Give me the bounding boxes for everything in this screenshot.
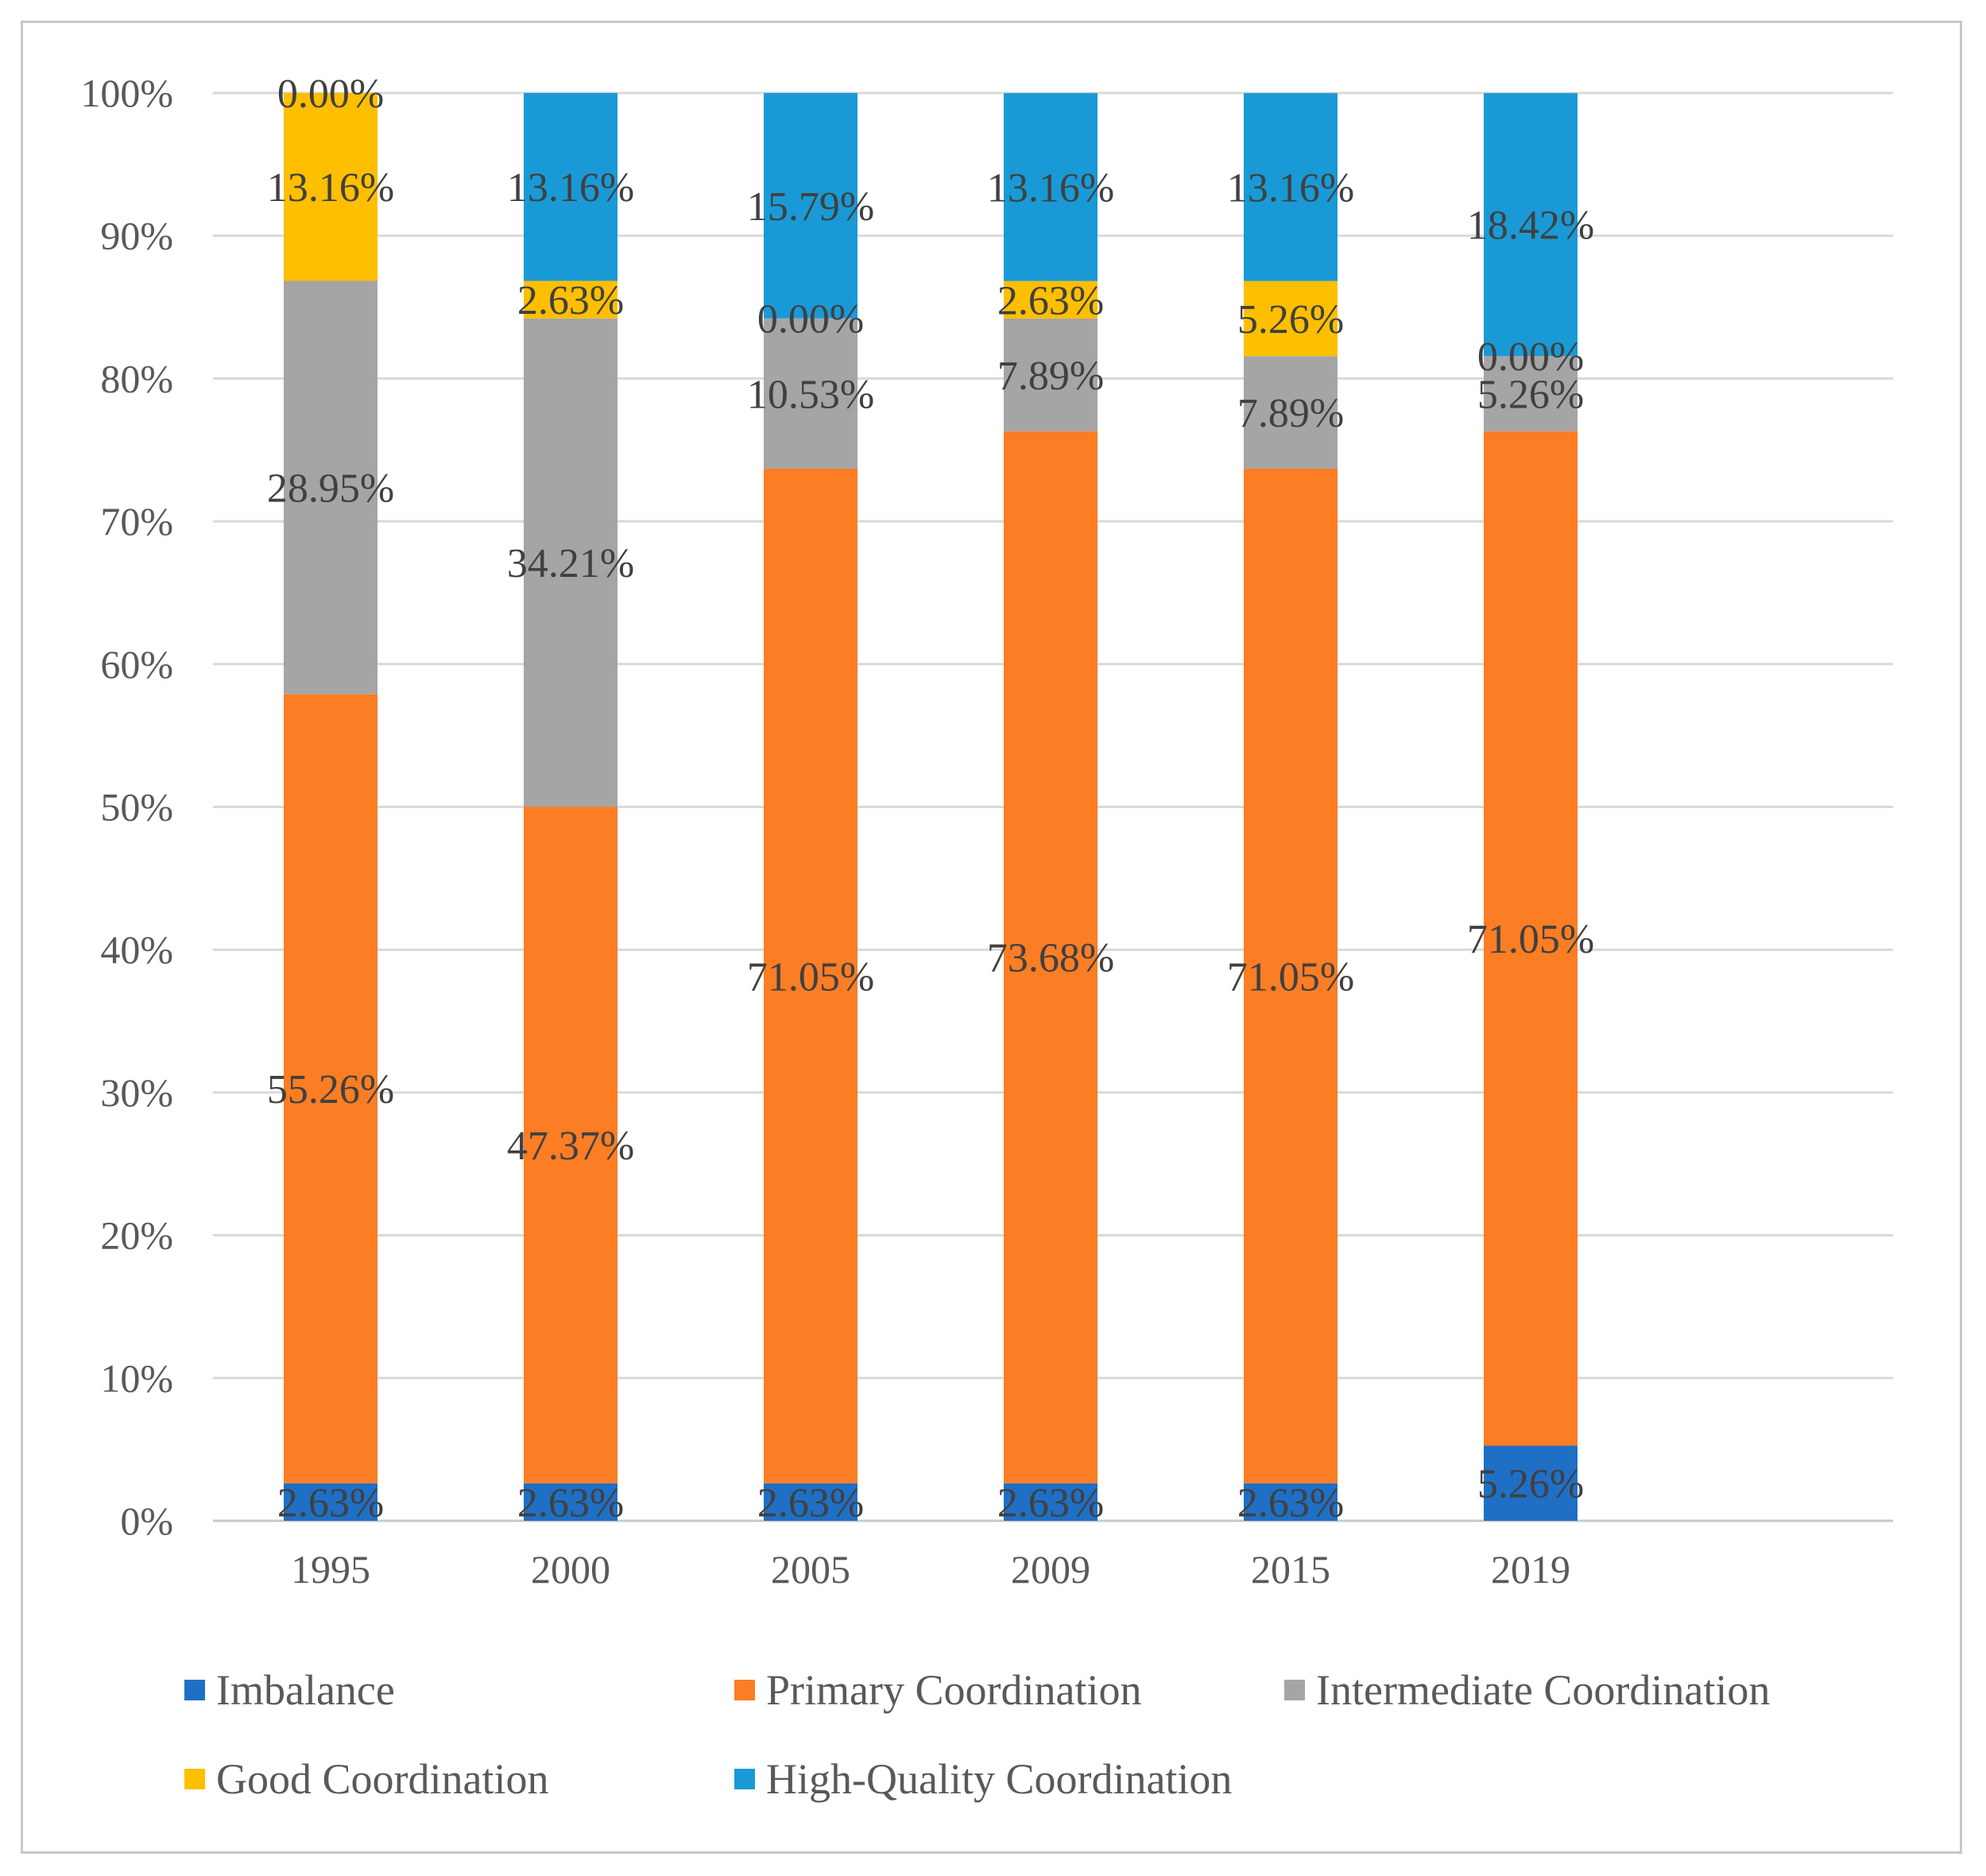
data-label: 0.00% bbox=[757, 297, 864, 342]
legend-item-high-quality-coordination: High-Quality Coordination bbox=[734, 1754, 1232, 1804]
data-label: 7.89% bbox=[997, 354, 1104, 399]
data-label: 71.05% bbox=[747, 954, 874, 1000]
y-tick-label: 40% bbox=[100, 927, 173, 972]
bar-segment-high-quality-coordination-2000 bbox=[524, 93, 617, 281]
x-tick-label: 1995 bbox=[291, 1547, 370, 1592]
y-tick-label: 0% bbox=[120, 1499, 173, 1543]
legend-swatch bbox=[184, 1769, 205, 1789]
data-label: 0.00% bbox=[1477, 335, 1584, 380]
bar-segment-imbalance-2005 bbox=[764, 1483, 858, 1521]
x-tick-label: 2019 bbox=[1491, 1547, 1570, 1592]
bar-segment-high-quality-coordination-2005 bbox=[764, 93, 858, 319]
data-label: 47.37% bbox=[507, 1124, 634, 1169]
legend-swatch bbox=[734, 1769, 755, 1789]
y-tick-label: 90% bbox=[100, 214, 173, 258]
bar-segment-imbalance-2015 bbox=[1244, 1483, 1338, 1521]
y-tick-label: 100% bbox=[80, 71, 173, 115]
bar-segment-high-quality-coordination-2019 bbox=[1484, 93, 1578, 357]
bar-segment-good-coordination-2009 bbox=[1004, 280, 1098, 319]
x-tick-label: 2005 bbox=[771, 1547, 850, 1592]
y-tick-label: 30% bbox=[100, 1070, 173, 1115]
bar-segment-intermediate-coordination-2019 bbox=[1484, 356, 1578, 431]
data-label: 15.79% bbox=[747, 184, 874, 230]
bars bbox=[284, 93, 1578, 1521]
data-label: 2.63% bbox=[997, 278, 1104, 323]
legend-label: High-Quality Coordination bbox=[766, 1755, 1233, 1803]
y-tick-label: 60% bbox=[100, 642, 173, 687]
bar-segment-primary-coordination-2005 bbox=[764, 468, 858, 1483]
bar-segment-imbalance-2009 bbox=[1004, 1483, 1098, 1521]
data-label: 0.00% bbox=[277, 72, 384, 117]
bar-segment-primary-coordination-2009 bbox=[1004, 431, 1098, 1483]
bar-segment-imbalance-1995 bbox=[284, 1483, 377, 1521]
data-label: 2.63% bbox=[1237, 1480, 1344, 1526]
legend-item-intermediate-coordination: Intermediate Coordination bbox=[1284, 1665, 1770, 1715]
x-tick-label: 2009 bbox=[1011, 1547, 1090, 1592]
bar-segment-intermediate-coordination-2000 bbox=[524, 318, 617, 807]
data-label: 7.89% bbox=[1237, 391, 1344, 436]
legend-item-good-coordination: Good Coordination bbox=[184, 1754, 548, 1804]
bar-segment-good-coordination-2000 bbox=[524, 280, 617, 319]
legend-swatch bbox=[734, 1680, 755, 1700]
bar-segment-good-coordination-2015 bbox=[1244, 280, 1338, 357]
y-tick-label: 70% bbox=[100, 499, 173, 543]
data-label: 2.63% bbox=[517, 278, 624, 323]
data-label: 2.63% bbox=[997, 1480, 1104, 1526]
data-label: 2.63% bbox=[277, 1480, 384, 1526]
y-tick-label: 50% bbox=[100, 785, 173, 830]
x-tick-label: 2000 bbox=[531, 1547, 610, 1592]
data-label: 5.26% bbox=[1237, 297, 1344, 342]
y-axis: 0% 10% 20% 30% 40% 50% 60% 70% 80% 90% 100% bbox=[80, 71, 173, 1543]
bar-segment-high-quality-coordination-2015 bbox=[1244, 93, 1338, 281]
data-label: 73.68% bbox=[987, 936, 1114, 981]
bar-segment-imbalance-2019 bbox=[1484, 1445, 1578, 1521]
bar-segment-primary-coordination-2000 bbox=[524, 806, 617, 1483]
data-label: 13.16% bbox=[1227, 165, 1354, 211]
data-label: 5.26% bbox=[1477, 1462, 1584, 1507]
data-label: 13.16% bbox=[507, 165, 634, 211]
legend-swatch bbox=[184, 1680, 205, 1700]
legend-item-primary-coordination: Primary Coordination bbox=[734, 1665, 1141, 1715]
bar-segment-primary-coordination-2019 bbox=[1484, 431, 1578, 1446]
data-label: 28.95% bbox=[267, 466, 394, 512]
bar-segment-primary-coordination-2015 bbox=[1244, 468, 1338, 1483]
legend-swatch bbox=[1284, 1680, 1305, 1700]
y-tick-label: 10% bbox=[100, 1356, 173, 1400]
x-tick-label: 2015 bbox=[1251, 1547, 1330, 1592]
data-label: 5.26% bbox=[1477, 372, 1584, 417]
bar-segment-high-quality-coordination-2009 bbox=[1004, 93, 1098, 281]
data-label: 13.16% bbox=[987, 165, 1114, 211]
x-axis: 1995 2000 2005 2009 2015 2019 bbox=[291, 1547, 1570, 1592]
data-label: 18.42% bbox=[1467, 203, 1594, 249]
y-tick-label: 80% bbox=[100, 356, 173, 400]
legend-label: Intermediate Coordination bbox=[1316, 1666, 1771, 1714]
data-label: 55.26% bbox=[267, 1067, 394, 1112]
data-label: 10.53% bbox=[747, 372, 874, 417]
data-label: 13.16% bbox=[267, 165, 394, 211]
legend-item-imbalance: Imbalance bbox=[184, 1665, 395, 1715]
bar-segment-good-coordination-1995 bbox=[284, 93, 377, 281]
legend-label: Primary Coordination bbox=[766, 1666, 1142, 1714]
legend-label: Imbalance bbox=[216, 1666, 395, 1714]
data-label: 71.05% bbox=[1467, 917, 1594, 962]
bar-segment-intermediate-coordination-2005 bbox=[764, 318, 858, 469]
data-labels: 2.63% 55.26% 28.95% 13.16% 0.00% 2.63% 47.37% 3… bbox=[267, 72, 1594, 1526]
bar-segment-imbalance-2000 bbox=[524, 1483, 617, 1521]
bar-segment-intermediate-coordination-2009 bbox=[1004, 318, 1098, 431]
bar-segment-intermediate-coordination-1995 bbox=[284, 280, 377, 694]
data-label: 2.63% bbox=[517, 1480, 624, 1526]
data-label: 2.63% bbox=[757, 1480, 864, 1526]
y-tick-label: 20% bbox=[100, 1213, 173, 1258]
data-label: 34.21% bbox=[507, 541, 634, 586]
data-label: 71.05% bbox=[1227, 954, 1354, 1000]
bar-segment-intermediate-coordination-2015 bbox=[1244, 356, 1338, 469]
bar-segment-primary-coordination-1995 bbox=[284, 694, 377, 1483]
legend-label: Good Coordination bbox=[216, 1755, 549, 1803]
